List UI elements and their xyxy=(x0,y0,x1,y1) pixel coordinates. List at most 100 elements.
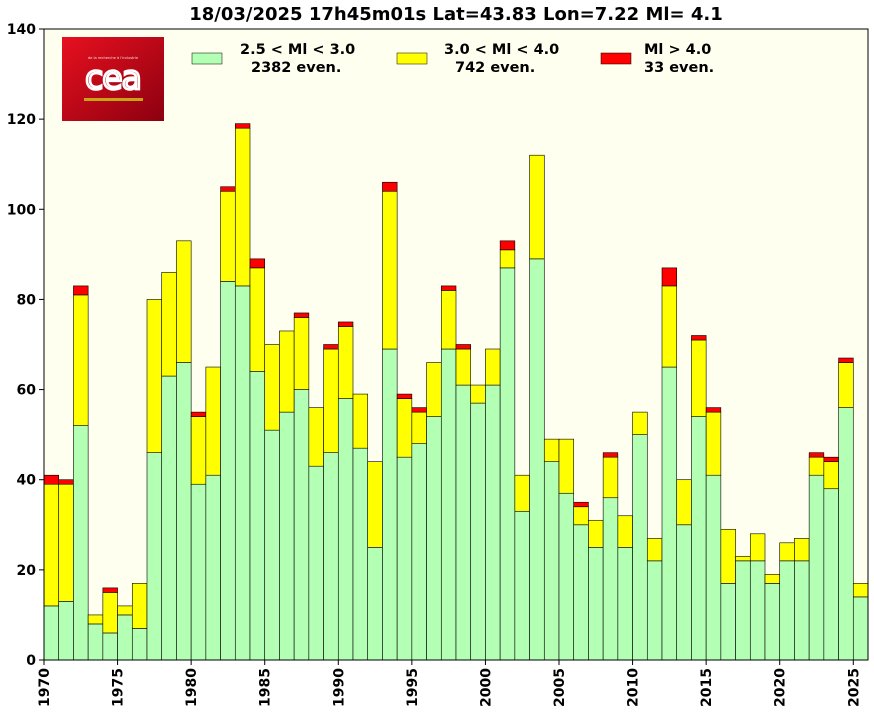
bar-low-2004 xyxy=(543,461,560,661)
bar-low-2024 xyxy=(838,407,854,661)
bar-mid-1991 xyxy=(352,393,369,449)
x-tick-label-2025: 2025 xyxy=(846,668,862,707)
bar-low-2008 xyxy=(602,497,619,661)
legend-label-high: Ml > 4.0 xyxy=(644,42,711,58)
bar-mid-2006 xyxy=(573,506,589,526)
bar-mid-1984 xyxy=(249,267,266,372)
bar-mid-1993 xyxy=(382,190,398,350)
bar-low-2010 xyxy=(632,434,648,661)
bar-mid-1996 xyxy=(426,362,442,417)
bar-mid-2022 xyxy=(808,456,825,476)
bar-low-1971 xyxy=(58,601,74,661)
x-tick-label-1980: 1980 xyxy=(184,668,200,707)
bar-mid-2007 xyxy=(588,519,604,548)
x-axis: 1970 1975 1980 1985 1990 1995 2000 2005 2010 2015… xyxy=(37,660,862,707)
bar-low-1990 xyxy=(337,398,354,661)
bar-mid-2012 xyxy=(661,285,678,368)
y-tick-label-120: 120 xyxy=(7,112,36,128)
bar-mid-1995 xyxy=(411,411,427,444)
bar-low-1997 xyxy=(440,348,457,661)
bar-mid-2005 xyxy=(558,438,575,494)
bar-low-2005 xyxy=(558,492,575,661)
bar-low-1996 xyxy=(426,416,442,661)
bar-low-1972 xyxy=(73,425,89,661)
bar-high-2006 xyxy=(573,501,589,508)
bar-mid-2025 xyxy=(852,583,869,598)
bar-mid-1998 xyxy=(455,348,472,386)
bar-high-2001 xyxy=(499,240,516,251)
bar-mid-2008 xyxy=(602,456,619,499)
bar-mid-2020 xyxy=(779,542,795,562)
bar-mid-1990 xyxy=(337,326,354,399)
y-tick-label-140: 140 xyxy=(7,22,36,38)
bar-high-2012 xyxy=(661,267,678,287)
bar-high-1982 xyxy=(220,186,236,192)
bar-low-1979 xyxy=(176,362,192,661)
bar-low-2021 xyxy=(794,560,810,661)
bar-low-1976 xyxy=(131,628,148,661)
y-tick-label-40: 40 xyxy=(17,473,37,489)
bar-mid-1986 xyxy=(279,330,295,413)
bar-mid-1987 xyxy=(293,317,310,390)
bar-low-1970 xyxy=(43,605,60,661)
bar-high-2023 xyxy=(823,456,839,462)
bar-mid-1980 xyxy=(190,416,207,485)
bar-high-2022 xyxy=(808,452,825,458)
cea-logo-icon: de la recherche à l'industrie cea xyxy=(62,37,164,121)
bar-mid-1988 xyxy=(308,407,324,467)
bar-high-1980 xyxy=(190,411,207,417)
bar-high-1990 xyxy=(337,321,354,327)
bar-low-2019 xyxy=(764,583,781,661)
legend-swatch-high xyxy=(600,52,632,65)
bar-low-1994 xyxy=(396,456,413,661)
bar-low-1989 xyxy=(323,452,339,661)
x-tick-label-2010: 2010 xyxy=(626,668,642,707)
bar-low-2022 xyxy=(808,474,825,661)
legend-label-low: 2.5 < Ml < 3.0 xyxy=(240,42,355,58)
bar-mid-2015 xyxy=(705,411,722,476)
y-tick-label-100: 100 xyxy=(7,202,36,218)
bar-high-1998 xyxy=(455,344,472,350)
bar-low-2012 xyxy=(661,366,678,661)
legend-count-mid: 742 even. xyxy=(455,60,535,76)
bar-low-2007 xyxy=(588,547,604,661)
bar-mid-1997 xyxy=(440,290,457,350)
bar-mid-1970 xyxy=(43,483,60,607)
bar-high-2014 xyxy=(691,335,707,341)
y-tick-label-60: 60 xyxy=(17,383,37,399)
x-tick-label-2000: 2000 xyxy=(478,668,494,707)
bar-high-2015 xyxy=(705,407,722,413)
bar-mid-1974 xyxy=(102,592,118,634)
bar-low-2018 xyxy=(749,560,766,661)
bar-mid-2018 xyxy=(749,533,766,562)
bar-low-1974 xyxy=(102,632,118,661)
bar-low-2003 xyxy=(529,258,545,661)
logo-wordmark: cea xyxy=(85,58,141,97)
bar-high-2008 xyxy=(602,452,619,458)
bar-low-2017 xyxy=(735,560,751,661)
bar-low-1998 xyxy=(455,384,472,661)
x-tick-label-2005: 2005 xyxy=(552,668,568,707)
x-tick-label-2020: 2020 xyxy=(773,668,789,707)
bar-mid-2021 xyxy=(794,538,810,562)
bar-low-1986 xyxy=(279,411,295,661)
bar-mid-2013 xyxy=(676,479,692,526)
bar-low-1982 xyxy=(220,281,236,661)
plot-frame xyxy=(43,28,869,661)
bar-mid-2024 xyxy=(838,362,854,408)
y-tick-label-80: 80 xyxy=(17,292,37,308)
bar-high-1987 xyxy=(293,312,310,318)
bar-low-1991 xyxy=(352,447,369,661)
bar-low-2020 xyxy=(779,560,795,661)
bar-mid-1982 xyxy=(220,190,236,282)
chart-title: 18/03/2025 17h45m01s Lat=43.83 Lon=7.22 … xyxy=(189,4,723,25)
x-tick-label-1970: 1970 xyxy=(37,668,53,707)
bar-high-1993 xyxy=(382,181,398,192)
bar-low-2001 xyxy=(499,267,516,661)
bar-mid-2000 xyxy=(485,348,501,386)
bar-high-1994 xyxy=(396,393,413,399)
x-tick-label-1975: 1975 xyxy=(111,668,127,707)
y-tick-label-20: 20 xyxy=(17,563,37,579)
bar-low-2013 xyxy=(676,524,692,661)
